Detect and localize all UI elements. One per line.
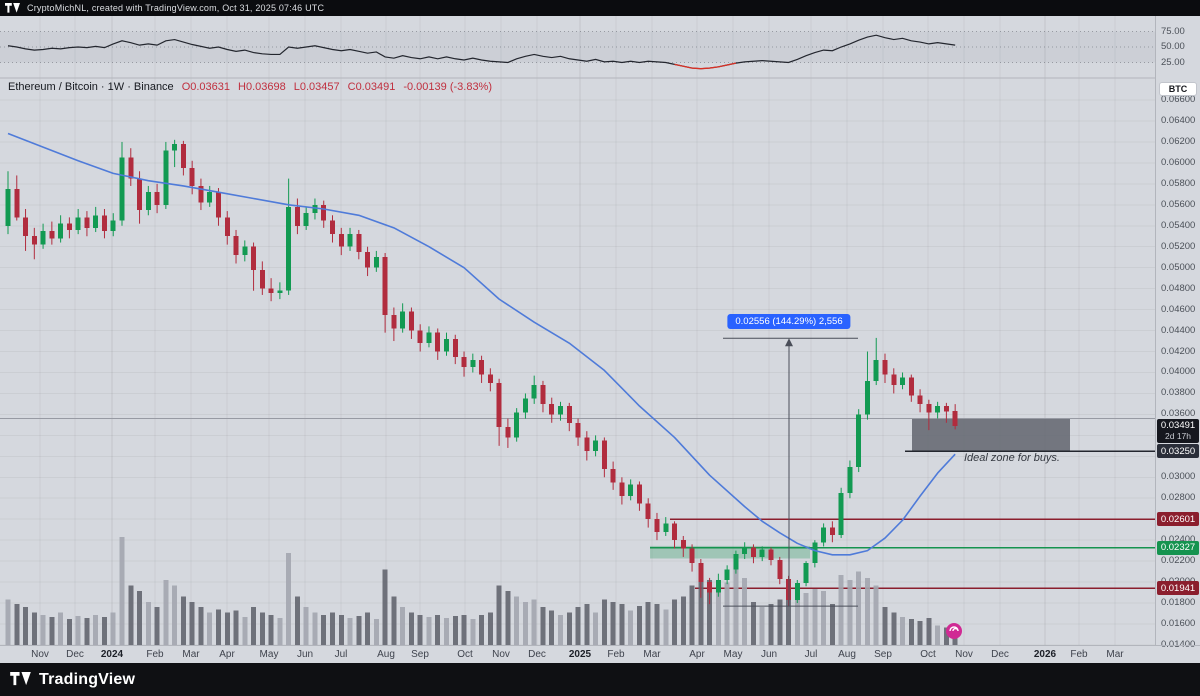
ohlc-high: H0.03698 [238,81,286,93]
price-tick: 0.04400 [1161,324,1196,336]
price-tick: 0.01400 [1161,638,1196,650]
time-axis-label: 2026 [1033,649,1057,660]
time-axis-label: Dec [991,649,1009,660]
time-axis-label: Oct [920,649,936,660]
price-tick: 0.04200 [1161,345,1196,357]
tradingview-logo-icon [10,672,31,686]
time-axis-label: Dec [528,649,546,660]
time-scale[interactable]: Nov Dec 2024 Feb Mar Apr May Jun Jul Aug Sep Oct Nov… [0,645,1200,663]
price-scale[interactable]: BTC 0.014000.016000.018000.020000.022000… [1155,16,1200,650]
sticker-icon[interactable] [946,623,962,639]
price-tick: 0.03600 [1161,408,1196,420]
price-tick: 0.02400 [1161,534,1196,546]
time-axis-label: Feb [146,649,164,660]
volume-bars [5,537,958,645]
price-tick: 0.06000 [1161,156,1196,168]
time-axis-label: Nov [31,649,49,660]
price-tick: 0.05000 [1161,261,1196,273]
price-tick: 0.05400 [1161,219,1196,231]
time-axis-label: Jul [804,649,818,660]
time-axis-label: Feb [1070,649,1088,660]
chart-canvas[interactable] [0,16,1155,645]
time-axis-label: Jul [334,649,348,660]
price-range-label[interactable]: 0.02556 (144.29%) 2,556 [727,314,851,329]
ma-line[interactable] [7,132,956,556]
time-axis-label: Aug [838,649,856,660]
time-axis-label: Feb [607,649,625,660]
price-tick: 0.05600 [1161,198,1196,210]
candles [5,139,958,607]
time-axis-label: Apr [219,649,235,660]
price-scale-unit-button[interactable]: BTC [1159,82,1197,96]
time-axis-label: Mar [182,649,200,660]
rsi-level-label: 75.00 [1161,25,1185,37]
rsi-level-label: 50.00 [1161,41,1185,52]
price-tick: 0.06400 [1161,114,1196,126]
grid [0,16,1155,645]
symbol-info-line[interactable]: Ethereum / Bitcoin · 1W · Binance O0.036… [8,81,492,93]
price-tick: 0.04000 [1161,366,1196,378]
price-label[interactable]: 0.02327 [1157,540,1199,555]
time-axis-label: Nov [492,649,510,660]
rsi-pane [0,31,1155,79]
price-tick: 0.06200 [1161,135,1196,147]
tradingview-logo-icon [5,2,20,13]
price-label[interactable]: 0.03250 [1157,444,1199,459]
time-axis-label: Mar [1106,649,1124,660]
ohlc-close: C0.03491 [347,81,396,93]
price-tick: 0.01600 [1161,618,1196,629]
attribution-bar: CryptoMichNL, created with TradingView.c… [0,0,1200,16]
ohlc-change: -0.00139 (-3.83%) [403,81,493,93]
price-label[interactable]: 0.01941 [1157,581,1199,596]
time-axis-label: Jun [296,649,314,660]
symbol-title[interactable]: Ethereum / Bitcoin · 1W · Binance [8,81,174,93]
price-label[interactable]: 0.03491 2d 17h [1157,418,1199,443]
time-axis-label: Sep [411,649,429,660]
time-axis-label: May [259,649,279,660]
time-axis-label: Mar [643,649,661,660]
ohlc-open: O0.03631 [181,81,231,93]
price-tick: 0.06600 [1161,94,1196,105]
time-axis-label: Aug [377,649,395,660]
ideal-buy-zone-box[interactable] [912,418,1070,452]
rsi-oversold-segment [674,62,737,70]
price-label[interactable]: 0.02601 [1157,512,1199,527]
price-tick: 0.05200 [1161,240,1196,252]
price-tick: 0.01800 [1161,597,1196,609]
brand-bar: TradingView [0,663,1200,696]
attribution-text: CryptoMichNL, created with TradingView.c… [27,3,325,13]
price-tick: 0.03000 [1161,471,1196,483]
price-tick: 0.02800 [1161,492,1196,504]
time-axis-label: Nov [955,649,973,660]
time-axis-label: Jun [760,649,778,660]
time-axis-label: May [723,649,743,660]
price-tick: 0.03800 [1161,387,1196,399]
rsi-line[interactable] [7,34,956,70]
rsi-level-label: 25.00 [1161,56,1185,68]
zone-note-text[interactable]: Ideal zone for buys. [963,452,1060,464]
price-tick: 0.04800 [1161,282,1196,294]
time-axis-label: 2024 [100,649,124,660]
time-axis-label: Oct [457,649,473,660]
price-range-tool[interactable] [723,337,858,607]
time-axis-label: Apr [689,649,705,660]
ohlc-low: L0.03457 [293,81,340,93]
price-tick: 0.05800 [1161,177,1196,189]
time-axis-label: Dec [66,649,84,660]
tradingview-wordmark: TradingView [39,670,136,688]
time-axis-label: 2025 [568,649,592,660]
price-tick: 0.04600 [1161,303,1196,315]
time-axis-label: Sep [874,649,892,660]
price-tick: 0.02200 [1161,555,1196,567]
